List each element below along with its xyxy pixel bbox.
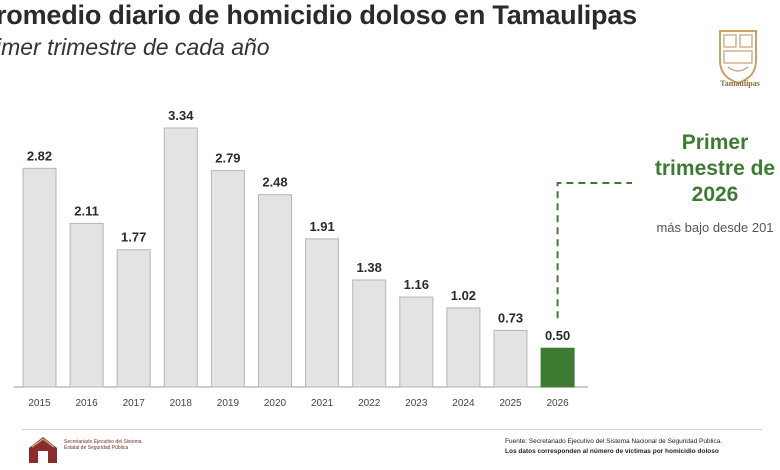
- x-tick-label-2026: 2026: [546, 398, 569, 409]
- bar-chart: 2.82 2015 2.11 2016 1.77 2017 3.34 2018 2.79 2019…: [14, 108, 632, 409]
- footer-org: Secretariado Ejecutivo del Sistema Estat…: [64, 439, 142, 451]
- callout-title-line: trimestre de: [654, 157, 776, 180]
- data-label-2026: 0.50: [545, 328, 570, 343]
- data-label-2022: 1.38: [357, 260, 382, 275]
- bar-2026: [540, 347, 575, 388]
- bar-2015: [22, 167, 57, 388]
- bar-2020: [258, 194, 292, 388]
- callout-title-line: Primer: [681, 131, 749, 154]
- footer-note: Los datos corresponden al número de víct…: [505, 448, 719, 455]
- coat-of-arms-icon: [719, 30, 757, 85]
- bar-2022: [352, 279, 387, 388]
- callout-title: Primer trimestre de 2026: [640, 130, 780, 208]
- x-tick-label-2016: 2016: [75, 398, 98, 409]
- bar-2025: [493, 329, 528, 388]
- x-tick-label-2024: 2024: [452, 398, 475, 409]
- x-tick-label-2018: 2018: [170, 398, 193, 409]
- data-label-2020: 2.48: [262, 175, 287, 190]
- x-tick-label-2019: 2019: [217, 398, 240, 409]
- data-label-2015: 2.82: [27, 148, 52, 163]
- chart-subtitle: imer trimestre de cada año: [0, 34, 270, 60]
- x-tick-label-2023: 2023: [405, 398, 428, 409]
- bar-2018: [163, 127, 198, 388]
- callout-title-line: 2026: [691, 183, 739, 206]
- bar-2023: [399, 296, 434, 388]
- data-label-2017: 1.77: [121, 230, 146, 245]
- x-tick-label-2015: 2015: [28, 398, 51, 409]
- bar-2024: [446, 307, 481, 388]
- x-tick-label-2025: 2025: [499, 398, 522, 409]
- bar-2016: [69, 222, 104, 388]
- footer-divider: [22, 429, 762, 430]
- x-tick-label-2022: 2022: [358, 398, 381, 409]
- bar-2021: [305, 238, 340, 388]
- data-label-2018: 3.34: [168, 108, 194, 123]
- data-label-2023: 1.16: [404, 277, 429, 292]
- x-tick-label-2021: 2021: [311, 398, 334, 409]
- x-tick-label-2020: 2020: [264, 398, 287, 409]
- data-label-2021: 1.91: [309, 219, 334, 234]
- data-label-2024: 1.02: [451, 288, 476, 303]
- x-tick-label-2017: 2017: [123, 398, 146, 409]
- data-label-2016: 2.11: [74, 203, 99, 218]
- data-label-2019: 2.79: [215, 151, 240, 166]
- data-label-2025: 0.73: [498, 310, 523, 325]
- chart-title: romedio diario de homicidio doloso en Ta…: [0, 0, 637, 30]
- bar-2019: [210, 170, 245, 388]
- logo-name: Tamaulipas: [720, 79, 760, 88]
- footer-source: Fuente: Secretariado Ejecutivo del Siste…: [505, 438, 723, 445]
- bar-2017: [116, 249, 151, 388]
- callout-connector: [556, 182, 632, 319]
- callout-subtitle: más bajo desde 201: [656, 220, 774, 235]
- house-shield-icon: [29, 437, 57, 463]
